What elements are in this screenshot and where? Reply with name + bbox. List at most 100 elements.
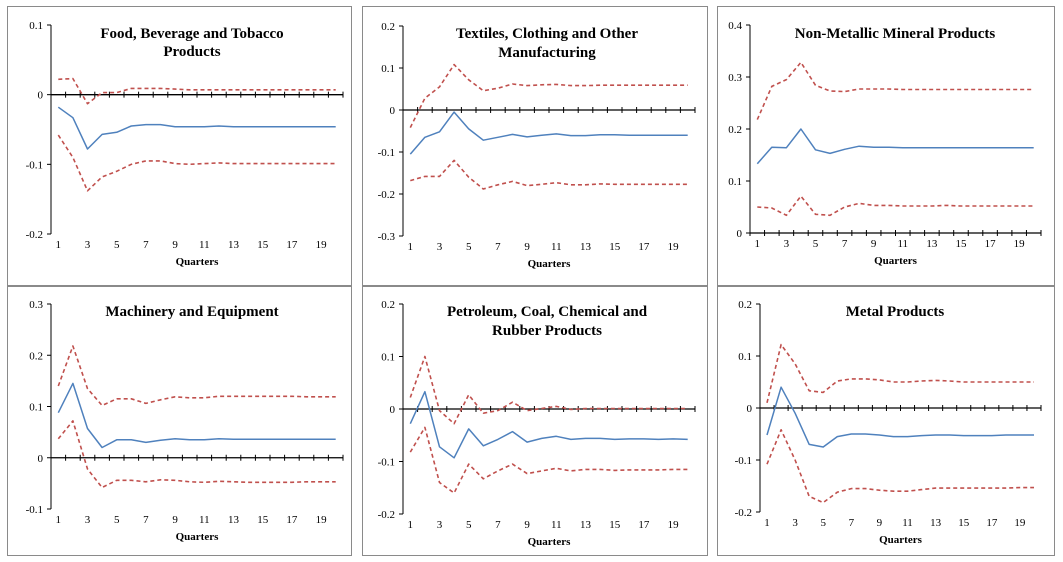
response-line bbox=[409, 111, 688, 155]
y-tick-label: 0.2 bbox=[728, 124, 742, 136]
x-tick-label: 3 bbox=[85, 514, 91, 526]
x-tick-label: 1 bbox=[56, 239, 62, 251]
upper-confidence-band-line bbox=[409, 355, 688, 425]
panel-petroleum-coal-chemical: Petroleum, Coal, Chemical and Rubber Prod… bbox=[362, 286, 708, 556]
x-tick-label: 9 bbox=[871, 238, 877, 250]
y-tick-label: -0.2 bbox=[378, 189, 395, 201]
x-tick-label: 19 bbox=[668, 519, 680, 531]
y-tick-label: 0 bbox=[38, 90, 44, 102]
y-tick-label: 0.3 bbox=[728, 72, 742, 84]
x-tick-label: 15 bbox=[257, 239, 269, 251]
x-tick-label: 5 bbox=[466, 241, 472, 253]
x-tick-label: 13 bbox=[228, 239, 240, 251]
y-tick-label: 0.2 bbox=[381, 21, 395, 33]
chart-title-line: Machinery and Equipment bbox=[105, 304, 278, 320]
x-tick-label: 9 bbox=[524, 241, 530, 253]
upper-confidence-band-line bbox=[58, 77, 336, 105]
x-tick-label: 5 bbox=[813, 238, 819, 250]
y-tick-label: 0 bbox=[737, 228, 743, 240]
x-tick-label: 1 bbox=[408, 241, 414, 253]
y-tick-label: -0.1 bbox=[26, 159, 43, 171]
x-tick-label: 13 bbox=[580, 519, 592, 531]
lower-confidence-band-line bbox=[57, 420, 336, 489]
x-tick-label: 17 bbox=[286, 514, 298, 526]
y-tick-label: 0.2 bbox=[738, 299, 752, 311]
panel-metal-products: Metal Products -0.2 -0.1 0 0.1 0.2 1 3 5 7 9 11 13 15… bbox=[717, 286, 1055, 556]
upper-confidence-band-line bbox=[57, 345, 336, 407]
x-tick-label: 13 bbox=[580, 241, 592, 253]
x-tick-label: 9 bbox=[172, 514, 178, 526]
x-tick-label: 17 bbox=[986, 517, 998, 529]
x-axis-title: Quarters bbox=[176, 256, 219, 268]
response-line bbox=[756, 128, 1034, 165]
y-tick-label: 0.1 bbox=[29, 20, 43, 32]
x-tick-label: 19 bbox=[1014, 517, 1026, 529]
x-tick-label: 3 bbox=[792, 517, 798, 529]
lower-confidence-band-line bbox=[409, 426, 688, 494]
x-tick-label: 7 bbox=[143, 514, 149, 526]
chart-title-line: Products bbox=[163, 44, 220, 60]
x-tick-label: 11 bbox=[199, 514, 210, 526]
x-tick-label: 3 bbox=[437, 241, 443, 253]
x-tick-label: 5 bbox=[820, 517, 826, 529]
panel-textiles-clothing: Textiles, Clothing and Other Manufacturin… bbox=[362, 6, 708, 286]
x-axis-title: Quarters bbox=[176, 531, 219, 543]
x-tick-label: 11 bbox=[902, 517, 913, 529]
chart-title-line: Textiles, Clothing and Other bbox=[456, 26, 638, 42]
x-axis-title: Quarters bbox=[879, 534, 922, 546]
x-tick-label: 7 bbox=[849, 517, 855, 529]
x-tick-label: 13 bbox=[228, 514, 240, 526]
y-tick-label: 0.1 bbox=[381, 63, 395, 75]
x-tick-label: 17 bbox=[638, 241, 650, 253]
x-tick-label: 15 bbox=[609, 519, 621, 531]
x-tick-label: 3 bbox=[784, 238, 790, 250]
x-tick-label: 11 bbox=[551, 519, 562, 531]
x-tick-label: 5 bbox=[114, 514, 120, 526]
x-tick-label: 13 bbox=[926, 238, 938, 250]
chart-food-beverage-tobacco: Food, Beverage and Tobacco Products -0.2 -0… bbox=[26, 20, 344, 268]
chart-metal-products: Metal Products-0.2-0.100.10.21 3 5 7 9 11 13 15… bbox=[735, 299, 1042, 546]
panel-machinery-equipment: Machinery and Equipment -0.1 0 0.1 0.2 0.3 1 3 5… bbox=[7, 286, 352, 556]
chart-non-metallic-mineral: Non-Metallic Mineral Products 0 0.1 0.2 0.3 0… bbox=[728, 20, 1042, 267]
x-tick-label: 19 bbox=[668, 241, 680, 253]
x-tick-label: 15 bbox=[257, 514, 269, 526]
x-tick-label: 17 bbox=[985, 238, 997, 250]
x-tick-label: 9 bbox=[877, 517, 883, 529]
response-line bbox=[766, 386, 1034, 448]
chart-title-line: Food, Beverage and Tobacco bbox=[100, 26, 283, 42]
response-line bbox=[409, 390, 688, 459]
response-line bbox=[57, 106, 336, 150]
lower-confidence-band-line bbox=[57, 134, 336, 192]
x-axis-title: Quarters bbox=[874, 255, 917, 267]
x-tick-label: 7 bbox=[143, 239, 149, 251]
chart-title-line: Non-Metallic Mineral Products bbox=[795, 26, 996, 42]
y-tick-label: 0.1 bbox=[738, 351, 752, 363]
y-tick-label: 0.4 bbox=[728, 20, 742, 32]
y-tick-label: 0 bbox=[38, 453, 44, 465]
x-tick-label: 1 bbox=[56, 514, 62, 526]
y-tick-label: 0.1 bbox=[29, 402, 43, 414]
y-tick-label: 0.1 bbox=[728, 176, 742, 188]
x-tick-label: 11 bbox=[897, 238, 908, 250]
x-tick-label: 5 bbox=[466, 519, 472, 531]
y-tick-label: -0.2 bbox=[378, 509, 395, 521]
y-tick-label: -0.3 bbox=[378, 231, 396, 243]
chart-title-line: Petroleum, Coal, Chemical and bbox=[447, 304, 648, 320]
y-tick-label: -0.1 bbox=[378, 147, 395, 159]
chart-title-line: Rubber Products bbox=[492, 323, 602, 339]
x-tick-label: 1 bbox=[408, 519, 414, 531]
x-tick-label: 13 bbox=[930, 517, 942, 529]
x-tick-label: 19 bbox=[316, 514, 328, 526]
chart-textiles-clothing: Textiles, Clothing and Other Manufacturin… bbox=[378, 21, 696, 270]
response-line bbox=[57, 382, 336, 449]
x-axis-title: Quarters bbox=[528, 536, 571, 548]
chart-machinery-equipment: Machinery and Equipment-0.100.10.20.31 3 5… bbox=[26, 299, 344, 543]
x-tick-label: 7 bbox=[842, 238, 848, 250]
lower-confidence-band-line bbox=[757, 195, 1034, 217]
upper-confidence-band-line bbox=[766, 343, 1034, 403]
y-tick-label: 0.2 bbox=[29, 350, 43, 362]
x-tick-label: 19 bbox=[316, 239, 328, 251]
y-tick-label: 0.3 bbox=[29, 299, 43, 311]
chart-title-line: Manufacturing bbox=[498, 45, 596, 61]
x-axis-title: Quarters bbox=[528, 258, 571, 270]
